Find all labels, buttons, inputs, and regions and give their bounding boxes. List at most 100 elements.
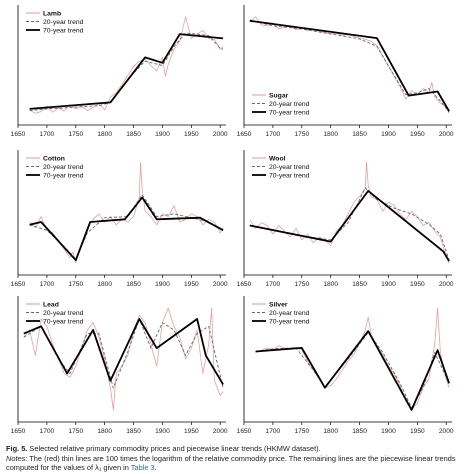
x-tick-label: 1750 <box>68 281 83 288</box>
x-tick-label: 1800 <box>323 131 338 138</box>
series-line-trend-20 <box>29 194 224 260</box>
series-line-raw <box>29 161 224 264</box>
x-tick-label: 1900 <box>155 131 170 138</box>
x-tick-label: 1750 <box>294 281 309 288</box>
series-line-raw <box>23 307 224 411</box>
x-tick-label: 1900 <box>381 131 396 138</box>
x-tick-label: 1800 <box>97 131 112 138</box>
caption-title-line: Fig. 5. Selected relative primary commod… <box>6 444 468 454</box>
legend-label: Lamb <box>43 10 61 17</box>
x-tick-label: 1700 <box>266 281 281 288</box>
x-tick-label: 1800 <box>323 281 338 288</box>
legend-label: 20-year trend <box>269 164 310 171</box>
caption-title: Selected relative primary commodity pric… <box>29 444 321 453</box>
panel-wool: 1650 1700 1750 1800 1850 1900 1950 2000 Wool 20-y… <box>237 150 454 288</box>
caption-figure-label: Fig. 5. <box>6 444 28 453</box>
x-tick-label: 1700 <box>40 131 55 138</box>
series-line-trend-70 <box>255 330 450 411</box>
x-tick-label: 1850 <box>126 428 141 435</box>
legend-label: 70-year trend <box>269 318 310 325</box>
x-tick-label: 1900 <box>381 281 396 288</box>
x-tick-label: 1750 <box>294 428 309 435</box>
x-tick-label: 2000 <box>213 281 228 288</box>
figure-caption: Fig. 5. Selected relative primary commod… <box>6 444 468 473</box>
x-tick-label: 2000 <box>213 428 228 435</box>
x-tick-label: 1950 <box>184 281 199 288</box>
legend-label: Wool <box>269 155 286 162</box>
legend-label: 70-year trend <box>43 318 84 325</box>
legend-label: Cotton <box>43 155 65 162</box>
caption-notes: Notes: The (red) thin lines are 100 time… <box>6 454 468 473</box>
x-tick-label: 1700 <box>266 131 281 138</box>
series-line-trend-70 <box>23 318 224 385</box>
series-line-trend-70 <box>249 19 450 112</box>
x-tick-label: 1950 <box>184 428 199 435</box>
x-tick-label: 2000 <box>439 131 454 138</box>
x-tick-label: 1750 <box>68 428 83 435</box>
panel-lamb: 1650 1700 1750 1800 1850 1900 1950 2000 Lamb 20-y… <box>11 5 228 138</box>
x-tick-label: 1800 <box>97 281 112 288</box>
x-tick-label: 2000 <box>439 281 454 288</box>
panel-sugar: 1650 1700 1750 1800 1850 1900 1950 2000 Sugar 20-… <box>237 5 454 138</box>
x-tick-label: 1900 <box>155 428 170 435</box>
x-tick-label: 1650 <box>237 131 252 138</box>
x-tick-label: 1900 <box>155 281 170 288</box>
x-tick-label: 1950 <box>410 428 425 435</box>
legend-label: 20-year trend <box>269 310 310 317</box>
caption-notes-label: Notes: <box>6 453 28 463</box>
legend-label: 70-year trend <box>269 109 310 116</box>
legend-label: 20-year trend <box>43 310 84 317</box>
series-line-trend-70 <box>29 196 224 262</box>
series-line-trend-20 <box>29 32 224 112</box>
x-tick-label: 1800 <box>323 428 338 435</box>
x-tick-label: 1750 <box>68 131 83 138</box>
legend-label: 20-year trend <box>43 164 84 171</box>
legend-label: Sugar <box>269 92 289 99</box>
x-tick-label: 1700 <box>266 428 281 435</box>
series-line-trend-70 <box>249 189 450 262</box>
caption-notes-text: The (red) thin lines are 100 times the l… <box>6 453 456 473</box>
series-line-trend-20 <box>249 19 450 113</box>
panel-cotton: 1650 1700 1750 1800 1850 1900 1950 2000 Cotton 20… <box>11 150 228 288</box>
series-line-trend-20 <box>249 187 450 261</box>
x-tick-label: 1650 <box>11 131 26 138</box>
x-tick-label: 1850 <box>126 281 141 288</box>
series-line-raw <box>29 16 224 114</box>
x-tick-label: 1950 <box>410 281 425 288</box>
legend-label: 20-year trend <box>43 19 84 26</box>
series-line-trend-20 <box>23 318 224 389</box>
x-tick-label: 1750 <box>294 131 309 138</box>
x-tick-label: 1850 <box>126 131 141 138</box>
x-tick-label: 2000 <box>439 428 454 435</box>
legend-label: Silver <box>269 301 288 308</box>
panel-silver: 1650 1700 1750 1800 1850 1900 1950 2000 Silver 20… <box>237 296 454 435</box>
x-tick-label: 1650 <box>237 428 252 435</box>
x-tick-label: 1650 <box>11 428 26 435</box>
x-tick-label: 1650 <box>11 281 26 288</box>
x-tick-label: 1650 <box>237 281 252 288</box>
legend-label: Lead <box>43 301 59 308</box>
x-tick-label: 1700 <box>40 428 55 435</box>
x-tick-label: 1800 <box>97 428 112 435</box>
legend-label: 70-year trend <box>43 27 84 34</box>
panel-lead: 1650 1700 1750 1800 1850 1900 1950 2000 Lead 20-y… <box>11 296 228 435</box>
x-tick-label: 1850 <box>352 131 367 138</box>
x-tick-label: 1950 <box>410 131 425 138</box>
x-tick-label: 1900 <box>381 428 396 435</box>
x-tick-label: 1950 <box>184 131 199 138</box>
caption-table-link[interactable]: Table 3 <box>130 463 155 473</box>
series-line-trend-70 <box>29 33 224 110</box>
legend-label: 70-year trend <box>43 172 84 179</box>
caption-notes-end: . <box>154 463 157 473</box>
x-tick-label: 1850 <box>352 281 367 288</box>
legend-label: 70-year trend <box>269 172 310 179</box>
legend-label: 20-year trend <box>269 101 310 108</box>
x-tick-label: 1850 <box>352 428 367 435</box>
